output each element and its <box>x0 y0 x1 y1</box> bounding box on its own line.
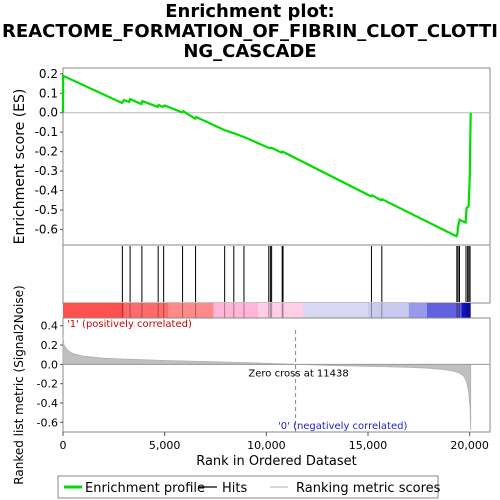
es-ytick-label: 0.1 <box>39 86 58 100</box>
zero-cross-label: Zero cross at 11438 <box>248 368 348 379</box>
ranked-panel-frame <box>62 317 491 433</box>
title-line-1: Enrichment plot: <box>165 1 335 22</box>
ranked-ytick-label: -0.6 <box>37 416 58 429</box>
es-ylabel: Enrichment score (ES) <box>12 89 28 245</box>
legend-label: Enrichment profile <box>85 481 205 496</box>
colorbar-segment <box>368 303 409 318</box>
xtick-label: 20,000 <box>450 439 489 452</box>
colorbar-segment <box>63 303 124 318</box>
ranked-ytick-label: -0.4 <box>37 397 58 410</box>
legend-label: Ranking metric scores <box>296 481 441 496</box>
ranking-metric-area <box>62 337 472 431</box>
es-ytick-label: -0.1 <box>35 125 58 139</box>
title-line-2: REACTOME_FORMATION_OF_FIBRIN_CLOT_CLOTTI <box>2 21 498 42</box>
colorbar-segment <box>124 303 169 318</box>
colorbar-segment <box>258 303 303 318</box>
ranked-ytick-label: 0.4 <box>41 320 59 333</box>
xtick-label: 15,000 <box>349 439 388 452</box>
ranked-ytick-label: 0.2 <box>41 339 59 352</box>
hits-panel-frame <box>62 244 491 304</box>
colorbar-segment <box>302 303 368 318</box>
title-line-3: NG_CASCADE <box>183 41 317 62</box>
xtick-label: 5,000 <box>149 439 181 452</box>
colorbar-segment <box>213 303 259 318</box>
xtick-label: 0 <box>60 439 67 452</box>
legend-box <box>57 475 439 499</box>
xtick-label: 10,000 <box>247 439 286 452</box>
colorbar-segment <box>408 303 427 318</box>
colorbar-segment <box>426 303 462 318</box>
enrichment-profile-line <box>61 74 472 238</box>
negative-correlation-label: '0' (negatively correlated) <box>278 421 407 432</box>
colorbar-segment <box>461 303 471 318</box>
ranked-ylabel: Ranked list metric (Signal2Noise) <box>12 285 26 484</box>
ranked-ytick-label: 0.0 <box>41 358 59 371</box>
es-ytick-label: -0.5 <box>35 203 58 217</box>
colorbar-segment <box>168 303 214 318</box>
es-panel-frame <box>62 67 491 246</box>
es-ytick-label: -0.6 <box>35 222 58 236</box>
x-axis-label: Rank in Ordered Dataset <box>196 454 357 469</box>
es-ytick-label: 0.2 <box>39 67 58 81</box>
positive-correlation-label: '1' (positively correlated) <box>67 319 192 330</box>
ranked-ytick-label: -0.2 <box>37 378 58 391</box>
es-ytick-label: -0.2 <box>35 145 58 159</box>
es-ytick-label: 0.0 <box>39 106 58 120</box>
es-ytick-label: -0.4 <box>35 184 58 198</box>
es-ytick-label: -0.3 <box>35 164 58 178</box>
chart-title: Enrichment plot: REACTOME_FORMATION_OF_F… <box>0 2 500 62</box>
legend-label: Hits <box>222 481 247 496</box>
